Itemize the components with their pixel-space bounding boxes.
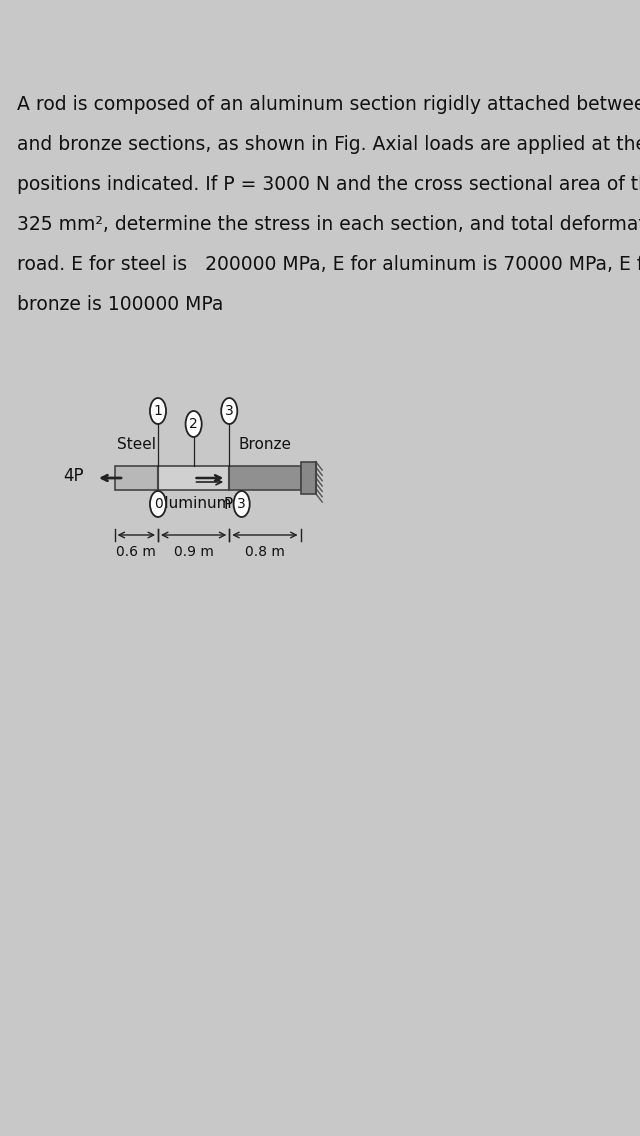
Text: Bronze: Bronze — [238, 437, 291, 452]
Text: 3: 3 — [237, 498, 246, 511]
Bar — [158, 466, 229, 490]
Text: 0: 0 — [154, 498, 163, 511]
Bar — [229, 466, 301, 490]
Text: 4P: 4P — [63, 467, 84, 485]
Circle shape — [234, 491, 250, 517]
Text: Aluminum: Aluminum — [155, 496, 232, 511]
Text: 2: 2 — [189, 417, 198, 431]
Circle shape — [186, 411, 202, 437]
Bar — [301, 462, 316, 494]
Text: 1: 1 — [154, 404, 163, 418]
Circle shape — [221, 398, 237, 424]
Text: Steel: Steel — [117, 437, 156, 452]
Circle shape — [150, 398, 166, 424]
Text: positions indicated. If P = 3000 N and the cross sectional area of the rod is: positions indicated. If P = 3000 N and t… — [17, 175, 640, 194]
Text: 0.6 m: 0.6 m — [116, 545, 156, 559]
Text: 0.8 m: 0.8 m — [245, 545, 285, 559]
Circle shape — [150, 491, 166, 517]
Text: A rod is composed of an aluminum section rigidly attached between steel: A rod is composed of an aluminum section… — [17, 95, 640, 114]
Text: P: P — [224, 496, 233, 511]
Text: road. E for steel is   200000 MPa, E for aluminum is 70000 MPa, E for: road. E for steel is 200000 MPa, E for a… — [17, 254, 640, 274]
Text: 325 mm², determine the stress in each section, and total deformation of the: 325 mm², determine the stress in each se… — [17, 215, 640, 234]
Text: bronze is 100000 MPa: bronze is 100000 MPa — [17, 295, 224, 314]
Text: 3: 3 — [225, 404, 234, 418]
Text: 0.9 m: 0.9 m — [173, 545, 214, 559]
Bar — [115, 466, 158, 490]
Text: and bronze sections, as shown in Fig. Axial loads are applied at the: and bronze sections, as shown in Fig. Ax… — [17, 135, 640, 154]
